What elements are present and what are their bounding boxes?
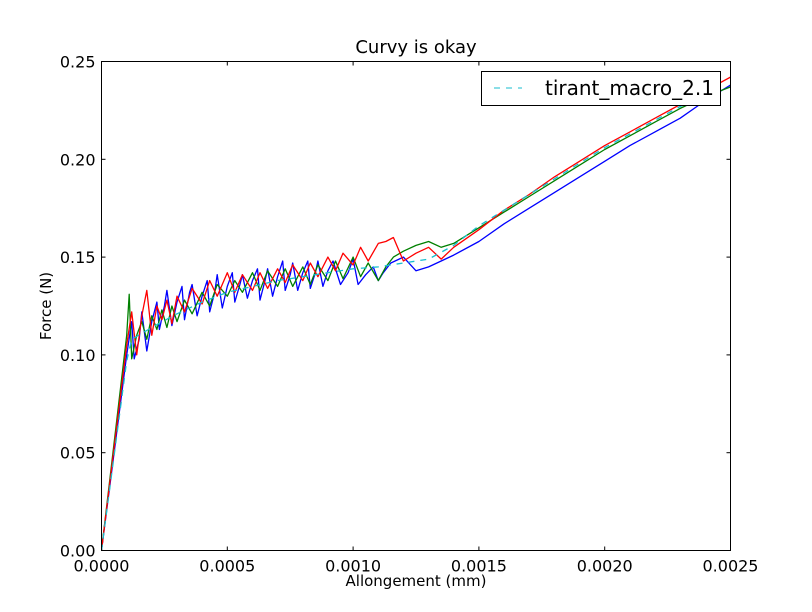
plot-frame [101,61,731,551]
x-tick-label: 0.0020 [577,557,633,576]
y-tick-label: 0.10 [60,346,96,365]
y-tick-label: 0.00 [60,542,96,561]
y-tick-label: 0.20 [60,150,96,169]
x-tick-label: 0.0000 [74,557,130,576]
x-tick-label: 0.0015 [451,557,507,576]
x-tick-label: 0.0005 [199,557,255,576]
legend-entry-label: tirant_macro_2.1 [545,76,714,100]
y-tick-label: 0.05 [60,444,96,463]
x-axis-label: Allongement (mm) [346,572,487,590]
y-tick-label: 0.25 [60,53,96,72]
chart-title: Curvy is okay [355,37,477,58]
series-line-2 [101,86,731,551]
legend: tirant_macro_2.1 [481,71,721,106]
y-tick-label: 0.15 [60,248,96,267]
plot-area: 0.0000 0.0005 0.0010 0.0015 0.0020 0.0025 0.00… [60,53,759,576]
x-tick-label: 0.0010 [325,557,381,576]
series-layer [101,76,731,551]
plot-background [101,61,731,551]
ticks-layer: 0.0000 0.0005 0.0010 0.0015 0.0020 0.0025 0.00… [60,53,759,576]
x-tick-label: 0.0025 [703,557,759,576]
series-line-3 [101,76,731,551]
y-axis-label: Force (N) [37,272,55,340]
